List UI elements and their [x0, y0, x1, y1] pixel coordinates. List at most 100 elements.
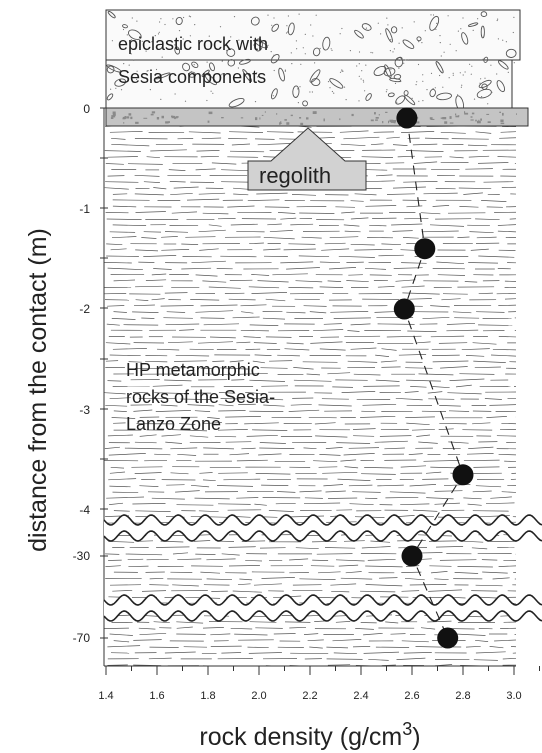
foliation-line — [217, 367, 250, 370]
grain — [136, 20, 138, 22]
grain — [237, 67, 239, 69]
foliation-line — [401, 571, 422, 573]
grain — [389, 50, 391, 52]
grain — [372, 52, 374, 54]
foliation-line — [430, 571, 448, 574]
pebble — [498, 60, 509, 70]
foliation-line — [183, 646, 208, 648]
trend-line — [403, 117, 464, 639]
foliation-line — [175, 354, 210, 357]
grain — [457, 30, 459, 32]
foliation-line — [508, 311, 516, 313]
grain — [339, 33, 341, 35]
foliation-line — [168, 169, 186, 171]
foliation-line — [288, 287, 314, 289]
foliation-line — [164, 231, 189, 233]
foliation-line — [227, 156, 259, 158]
foliation-line — [350, 200, 364, 202]
foliation-line — [174, 360, 207, 362]
foliation-line — [434, 502, 460, 505]
foliation-line — [277, 354, 300, 357]
grain — [442, 86, 444, 88]
grain — [448, 77, 450, 79]
foliation-line — [405, 150, 444, 152]
foliation-line — [440, 366, 468, 369]
foliation-line — [146, 558, 169, 561]
x-tick-label: 2.6 — [404, 690, 419, 702]
grain — [189, 35, 191, 37]
grain — [418, 41, 420, 43]
foliation-line — [132, 503, 166, 505]
foliation-line — [168, 367, 195, 369]
foliation-line — [468, 155, 490, 158]
foliation-line — [236, 459, 268, 462]
foliation-line — [432, 205, 450, 207]
foliation-line — [412, 509, 438, 512]
grain — [479, 82, 481, 84]
grain — [273, 17, 275, 19]
foliation-line — [514, 163, 516, 164]
foliation-line — [465, 645, 481, 648]
foliation-line — [214, 435, 237, 438]
foliation-line — [377, 323, 415, 325]
foliation-line — [286, 267, 320, 270]
foliation-line — [465, 168, 493, 170]
foliation-line — [289, 558, 309, 561]
foliation-line — [398, 354, 427, 356]
foliation-line — [176, 626, 193, 629]
grit — [259, 117, 261, 120]
foliation-line — [290, 652, 329, 655]
foliation-line — [404, 217, 429, 220]
x-axis-title: rock density (g/cm3) — [199, 719, 420, 751]
pebble — [106, 93, 114, 101]
foliation-line — [438, 342, 468, 344]
foliation-line — [409, 298, 432, 300]
foliation-line — [143, 181, 160, 183]
foliation-line — [105, 342, 131, 345]
foliation-line — [280, 217, 297, 220]
foliation-line — [347, 360, 378, 363]
foliation-line — [350, 347, 377, 350]
foliation-line — [237, 372, 268, 375]
foliation-line — [110, 466, 125, 469]
foliation-line — [240, 329, 269, 332]
foliation-line — [112, 193, 128, 195]
foliation-line — [232, 590, 262, 593]
foliation-line — [302, 361, 338, 363]
foliation-line — [290, 223, 314, 226]
foliation-line — [437, 274, 466, 276]
pebble — [278, 67, 285, 82]
foliation-line — [153, 187, 167, 190]
pebble — [461, 32, 469, 45]
foliation-line — [498, 304, 516, 306]
grit — [449, 116, 452, 119]
foliation-line — [481, 200, 507, 202]
foliation-line — [290, 403, 312, 406]
foliation-line — [170, 472, 189, 475]
density-point — [401, 545, 423, 567]
foliation-line — [346, 280, 369, 283]
grain — [405, 59, 407, 61]
grain — [341, 70, 343, 72]
foliation-line — [186, 198, 220, 201]
foliation-line — [355, 628, 374, 630]
foliation-line — [249, 379, 286, 382]
foliation-line — [104, 446, 120, 449]
pebble — [204, 73, 217, 86]
foliation-line — [463, 192, 483, 195]
foliation-line — [152, 384, 183, 387]
grain — [502, 39, 504, 41]
foliation-line — [470, 248, 489, 251]
grit — [280, 121, 282, 124]
foliation-line — [245, 559, 263, 562]
epiclastic-unit — [105, 9, 521, 109]
grain — [267, 44, 269, 46]
foliation-line — [442, 293, 468, 295]
grit — [500, 119, 504, 123]
foliation-line — [202, 280, 227, 283]
foliation-line — [415, 646, 443, 648]
foliation-line — [348, 484, 373, 487]
foliation-line — [109, 485, 131, 488]
grain — [160, 18, 162, 20]
foliation-line — [489, 646, 504, 649]
